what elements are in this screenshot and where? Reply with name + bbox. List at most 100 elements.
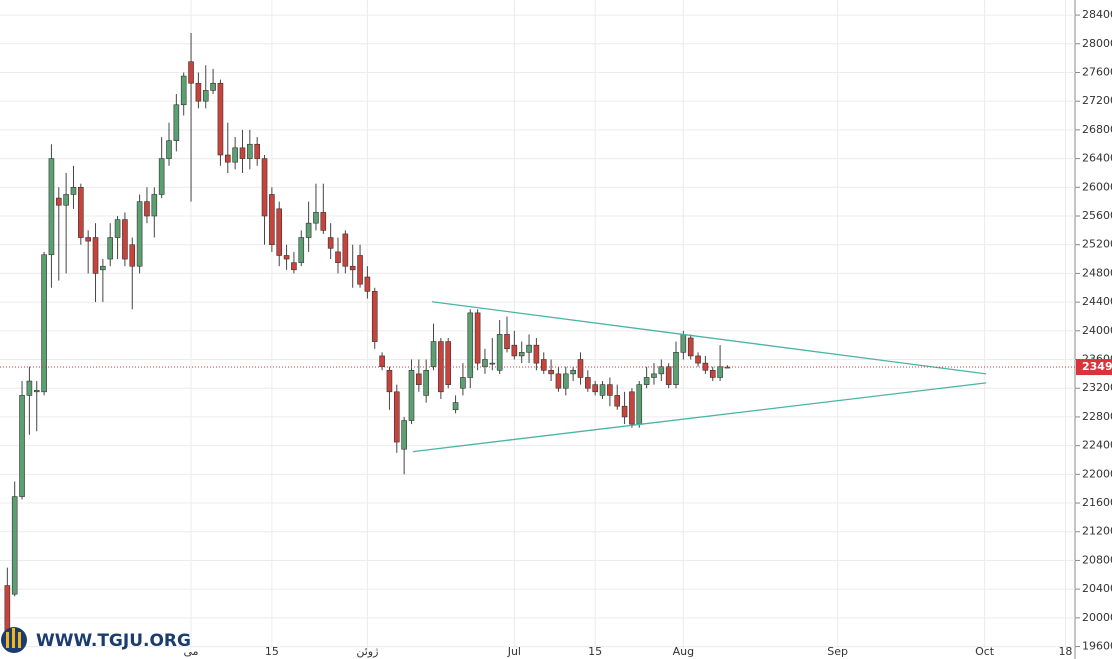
candle-body xyxy=(254,143,260,159)
candle-body xyxy=(357,255,363,285)
candle-body xyxy=(599,384,606,396)
logo-bar xyxy=(18,632,21,648)
candle-body xyxy=(393,391,400,443)
logo-bar xyxy=(6,632,9,648)
candle-body xyxy=(92,237,99,274)
candle-body xyxy=(107,237,114,260)
x-tick-label: Oct xyxy=(975,645,995,658)
candle-body xyxy=(224,154,231,163)
candle-body xyxy=(636,384,643,425)
candle-body xyxy=(11,496,18,595)
y-tick-label: 24400 xyxy=(1082,295,1112,308)
candle-body xyxy=(577,359,584,378)
candle-body xyxy=(570,369,576,375)
x-tick-label: مى xyxy=(184,645,199,658)
candle-body xyxy=(540,359,547,371)
candle-body xyxy=(136,201,143,267)
candle-body xyxy=(239,147,246,159)
candle-body xyxy=(41,254,47,393)
x-tick-label: 15 xyxy=(265,645,279,658)
candle-body xyxy=(305,222,312,238)
candle-body xyxy=(518,352,525,357)
candle-body xyxy=(276,208,283,256)
candle-body xyxy=(349,265,356,271)
y-tick-label: 22400 xyxy=(1082,439,1112,452)
labels: 19600 20000 20400 20800 21200 21600 22000 22400… xyxy=(184,8,1112,658)
y-tick-label: 21600 xyxy=(1082,496,1112,509)
candle-body xyxy=(658,366,665,375)
candle-body xyxy=(327,237,334,249)
candle-body xyxy=(629,391,635,425)
candle-body xyxy=(504,334,510,350)
candle-body xyxy=(709,369,716,378)
y-tick-label: 22000 xyxy=(1082,467,1112,480)
y-tick-label: 23200 xyxy=(1082,381,1112,394)
logo: WWW.TGJU.ORG xyxy=(1,627,191,653)
candle-body xyxy=(511,344,518,357)
candle-body xyxy=(430,341,437,367)
candle-body xyxy=(592,384,598,393)
candle-body xyxy=(158,158,165,195)
y-tick-label: 21200 xyxy=(1082,525,1112,538)
candle-body xyxy=(129,244,136,267)
candle-body xyxy=(291,262,297,271)
candle-body xyxy=(114,219,121,238)
x-tick-label: 15 xyxy=(588,645,602,658)
y-tick-label: 25200 xyxy=(1082,238,1112,251)
candle-body xyxy=(555,373,562,389)
candle-body xyxy=(474,312,481,364)
y-tick-label: 20000 xyxy=(1082,611,1112,624)
y-tick-label: 20400 xyxy=(1082,582,1112,595)
trendline xyxy=(412,382,987,453)
y-tick-label: 27600 xyxy=(1082,65,1112,78)
candle-body xyxy=(166,140,172,159)
marks xyxy=(0,33,1075,647)
candle-body xyxy=(695,355,701,364)
candle-body xyxy=(386,369,393,393)
candle-body xyxy=(232,147,238,163)
candle-body xyxy=(298,237,305,263)
x-tick-label: Jul xyxy=(507,645,521,658)
y-tick-label: 28400 xyxy=(1082,8,1112,21)
candle-body xyxy=(408,369,415,421)
candle-body xyxy=(33,390,40,393)
candle-body xyxy=(247,143,253,159)
y-tick-label: 20800 xyxy=(1082,553,1112,566)
trendline xyxy=(431,301,987,375)
candle-body xyxy=(621,405,628,418)
candle-body xyxy=(607,384,613,396)
y-tick-label: 28000 xyxy=(1082,37,1112,50)
logo-bar xyxy=(12,628,15,648)
candle-body xyxy=(371,291,378,342)
candle-body xyxy=(19,395,25,497)
candle-body xyxy=(173,104,180,141)
candle-body xyxy=(70,186,77,195)
y-tick-label: 26000 xyxy=(1082,180,1112,193)
x-tick-label: 18 xyxy=(1058,645,1072,658)
candle-body xyxy=(460,377,466,389)
y-tick-label: 26800 xyxy=(1082,123,1112,136)
y-tick-label: 19600 xyxy=(1082,640,1112,653)
candle-body xyxy=(78,186,84,238)
candle-body xyxy=(467,312,474,378)
candle-body xyxy=(379,355,385,367)
candle-body xyxy=(195,82,202,102)
candle-body xyxy=(335,251,341,263)
candle-body xyxy=(401,420,407,450)
candle-body xyxy=(283,255,290,260)
candle-body xyxy=(673,352,679,385)
x-tick-label: Aug xyxy=(673,645,694,658)
candle-body xyxy=(100,265,106,271)
candle-body xyxy=(342,233,349,267)
candle-body xyxy=(217,82,224,156)
last-price-box xyxy=(1076,359,1112,376)
y-tick-label: 24800 xyxy=(1082,266,1112,279)
candle-body xyxy=(614,395,621,407)
candle-body xyxy=(180,75,187,106)
candle-body xyxy=(188,61,194,84)
candle-body xyxy=(423,369,429,396)
candle-body xyxy=(651,373,657,378)
candle-body xyxy=(202,90,209,102)
y-tick-label: 25600 xyxy=(1082,209,1112,222)
